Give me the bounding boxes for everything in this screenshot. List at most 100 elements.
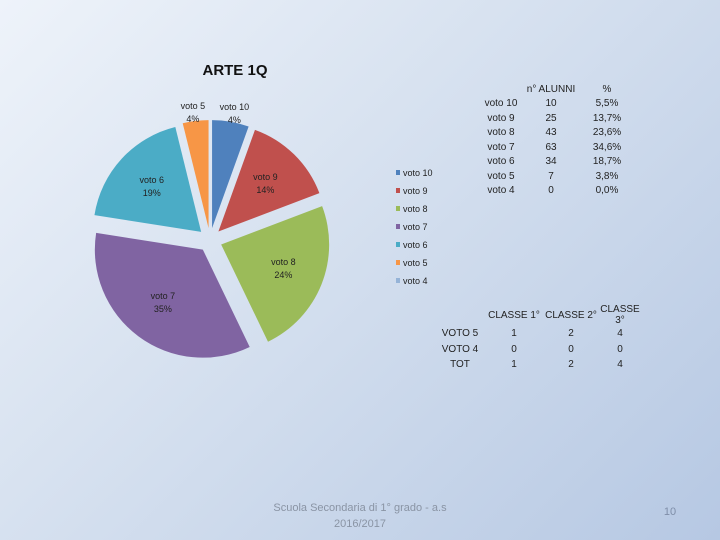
slice-label-name: voto 10 xyxy=(219,101,250,112)
votes-table-row: voto 10 10 5,5% xyxy=(476,97,638,112)
legend-label: voto 5 xyxy=(403,258,428,268)
classes-table-cell-classe-3: 0 xyxy=(617,343,623,355)
votes-table-cell-alunni: 63 xyxy=(545,141,557,153)
votes-table-cell-voto: voto 4 xyxy=(487,185,515,197)
votes-table-cell-percent: 18,7% xyxy=(592,156,622,168)
legend-swatch xyxy=(396,260,400,265)
classes-table-cell-classe-3: 4 xyxy=(617,359,623,371)
legend-label: voto 4 xyxy=(403,276,428,286)
legend-label: voto 8 xyxy=(403,204,428,214)
votes-table-cell-voto: voto 9 xyxy=(487,112,515,124)
classes-table-row: TOT 1 2 4 xyxy=(436,357,642,373)
classes-table-cell-classe-2: 0 xyxy=(568,343,574,355)
classes-table-row: VOTO 5 1 2 4 xyxy=(436,326,642,342)
chart-legend: voto 10 voto 9 voto 8 voto 7 voto 6 voto 5 vot… xyxy=(396,164,476,290)
slice-label-name: voto 8 xyxy=(271,257,296,268)
slice-label: voto 10 4% xyxy=(214,101,254,127)
slice-label-name: voto 6 xyxy=(139,174,165,185)
classes-table-header-corner xyxy=(436,304,484,326)
slice-label-name: voto 7 xyxy=(150,291,176,302)
votes-table-cell-percent: 3,8% xyxy=(595,170,619,182)
classes-table-cell-classe-1: 1 xyxy=(511,328,517,340)
slice-label: voto 5 4% xyxy=(173,100,213,126)
classes-table-cell-voto: VOTO 4 xyxy=(441,343,479,355)
votes-table-cell-alunni: 25 xyxy=(545,112,557,124)
votes-table-cell-alunni: 7 xyxy=(548,170,554,182)
legend-swatch xyxy=(396,188,400,193)
votes-table-header-alunni: n° ALUNNI xyxy=(526,83,576,95)
votes-table-header-corner xyxy=(476,82,526,97)
votes-table-cell-percent: 23,6% xyxy=(592,127,622,139)
classes-table-cell-classe-2: 2 xyxy=(568,328,574,340)
slice-label-percent: 4% xyxy=(186,113,200,124)
votes-table-row: voto 7 63 34,6% xyxy=(476,140,638,155)
classes-table-cell-voto: TOT xyxy=(450,359,470,371)
slice-label-name: voto 9 xyxy=(253,171,278,182)
legend-item: voto 6 xyxy=(396,236,476,254)
votes-table-row: voto 5 7 3,8% xyxy=(476,169,638,184)
slice-label: voto 6 19% xyxy=(132,174,172,200)
legend-label: voto 10 xyxy=(403,168,433,178)
classes-table-cell-classe-1: 0 xyxy=(511,343,517,355)
slice-label-percent: 4% xyxy=(227,114,241,125)
classes-table-cell-classe-1: 1 xyxy=(511,359,517,371)
slice-label-percent: 35% xyxy=(153,304,172,315)
legend-swatch xyxy=(396,224,400,229)
slice-label-percent: 19% xyxy=(142,187,161,198)
votes-table-cell-percent: 5,5% xyxy=(595,98,619,110)
legend-swatch xyxy=(396,206,400,211)
votes-table-row: voto 6 34 18,7% xyxy=(476,155,638,170)
slice-label-percent: 24% xyxy=(274,270,293,281)
classes-table-cell-classe-2: 2 xyxy=(568,359,574,371)
votes-table-cell-voto: voto 6 xyxy=(487,156,515,168)
legend-label: voto 6 xyxy=(403,240,428,250)
page-number: 10 xyxy=(663,506,677,518)
votes-table-cell-alunni: 43 xyxy=(545,127,557,139)
legend-item: voto 4 xyxy=(396,272,476,290)
votes-table: n° ALUNNI % voto 10 10 5,5% voto 9 25 13,7% vo… xyxy=(476,82,638,198)
votes-table-header-row: n° ALUNNI % xyxy=(476,82,638,97)
classes-table-header-classe-2: CLASSE 2° xyxy=(545,309,597,321)
pie-slice xyxy=(94,232,250,358)
classes-table-row: VOTO 4 0 0 0 xyxy=(436,342,642,358)
slice-label-name: voto 5 xyxy=(180,100,206,111)
votes-table-cell-percent: 13,7% xyxy=(592,112,622,124)
pie-slice xyxy=(182,120,209,229)
legend-item: voto 10 xyxy=(396,164,476,182)
votes-table-cell-voto: voto 8 xyxy=(487,127,515,139)
legend-swatch xyxy=(396,278,400,283)
legend-item: voto 7 xyxy=(396,218,476,236)
votes-table-cell-voto: voto 5 xyxy=(487,170,515,182)
classes-table-header-row: CLASSE 1° CLASSE 2° CLASSE 3° xyxy=(436,304,642,326)
slice-label-percent: 14% xyxy=(256,184,275,195)
legend-item: voto 8 xyxy=(396,200,476,218)
votes-table-row: voto 4 0 0,0% xyxy=(476,184,638,199)
slice-label: voto 8 24% xyxy=(263,256,303,282)
classes-table-header-classe-1: CLASSE 1° xyxy=(488,309,540,321)
legend-label: voto 7 xyxy=(403,222,428,232)
votes-table-cell-percent: 0,0% xyxy=(595,185,619,197)
classes-table-cell-classe-3: 4 xyxy=(617,328,623,340)
legend-item: voto 9 xyxy=(396,182,476,200)
legend-swatch xyxy=(396,170,400,175)
legend-label: voto 9 xyxy=(403,186,428,196)
pie-slice xyxy=(221,206,330,342)
votes-table-row: voto 8 43 23,6% xyxy=(476,126,638,141)
chart-title: ARTE 1Q xyxy=(202,62,268,79)
classes-table-header-classe-3: CLASSE 3° xyxy=(600,304,640,326)
votes-table-cell-percent: 34,6% xyxy=(592,141,622,153)
votes-table-cell-alunni: 34 xyxy=(545,156,557,168)
slice-label: voto 9 14% xyxy=(245,171,285,197)
legend-swatch xyxy=(396,242,400,247)
footer-school-text: Scuola Secondaria di 1° grado - a.s 2016… xyxy=(273,502,447,530)
legend-item: voto 5 xyxy=(396,254,476,272)
classes-table-cell-voto: VOTO 5 xyxy=(441,328,479,340)
votes-table-cell-voto: voto 7 xyxy=(487,141,515,153)
pie-slice xyxy=(94,127,202,232)
votes-table-row: voto 9 25 13,7% xyxy=(476,111,638,126)
votes-table-cell-alunni: 10 xyxy=(545,98,557,110)
slice-label: voto 7 35% xyxy=(143,290,183,316)
